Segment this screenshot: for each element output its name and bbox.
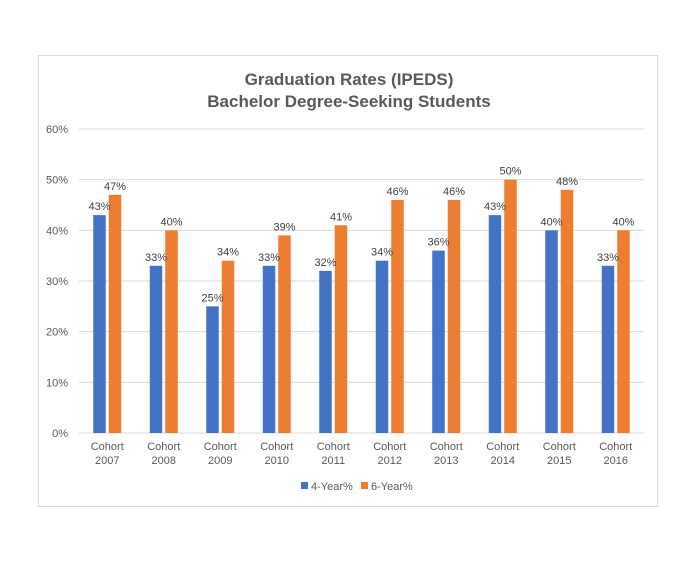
data-label: 41% bbox=[330, 211, 352, 223]
data-label: 33% bbox=[597, 252, 619, 264]
bar bbox=[206, 306, 219, 433]
x-tick-label-line: Cohort bbox=[91, 441, 124, 453]
data-label: 43% bbox=[88, 201, 110, 213]
bar-chart: Graduation Rates (IPEDS) Bachelor Degree… bbox=[46, 70, 644, 493]
legend-swatch bbox=[301, 482, 308, 489]
bar bbox=[601, 265, 615, 433]
bar bbox=[262, 265, 276, 433]
x-tick-label: Cohort 2007 bbox=[91, 441, 124, 467]
legend-label: 4-Year% bbox=[311, 481, 353, 493]
data-label: 46% bbox=[443, 186, 465, 198]
bar bbox=[278, 235, 291, 433]
data-label: 25% bbox=[201, 292, 223, 304]
bar bbox=[319, 270, 332, 433]
x-tick-label-line: 2015 bbox=[547, 455, 571, 467]
bar bbox=[93, 215, 106, 433]
data-label: 50% bbox=[499, 166, 521, 178]
x-tick-label-line: Cohort bbox=[204, 441, 237, 453]
bar bbox=[504, 179, 517, 433]
data-label: 32% bbox=[314, 257, 336, 269]
x-tick-label-line: 2009 bbox=[208, 455, 232, 467]
chart-subtitle: Bachelor Degree-Seeking Students bbox=[207, 92, 490, 111]
x-tick-label-line: Cohort bbox=[260, 441, 293, 453]
chart-title: Graduation Rates (IPEDS) bbox=[245, 70, 454, 89]
x-tick-label-line: 2008 bbox=[152, 455, 176, 467]
bar bbox=[545, 230, 558, 433]
x-tick-label-line: 2013 bbox=[434, 455, 458, 467]
x-tick-label: Cohort 2008 bbox=[147, 441, 180, 467]
y-tick-label: 50% bbox=[46, 175, 68, 187]
y-axis: 0% 10% 20% 30% 40% 50% 60% bbox=[46, 124, 68, 440]
data-label: 34% bbox=[371, 247, 393, 259]
legend: 4-Year% 6-Year% bbox=[301, 481, 413, 493]
x-tick-label: Cohort 2010 bbox=[260, 441, 293, 467]
y-tick-label: 60% bbox=[46, 124, 68, 136]
bar bbox=[375, 260, 389, 433]
x-tick-label: Cohort 2015 bbox=[543, 441, 576, 467]
legend-label: 6-Year% bbox=[371, 481, 413, 493]
x-tick-label-line: 2012 bbox=[378, 455, 402, 467]
bar bbox=[488, 215, 502, 433]
bar bbox=[108, 194, 122, 433]
x-tick-label: Cohort 2011 bbox=[317, 441, 350, 467]
data-label: 40% bbox=[540, 216, 562, 228]
data-label: 39% bbox=[273, 221, 295, 233]
x-tick-label: Cohort 2009 bbox=[204, 441, 237, 467]
data-label: 40% bbox=[160, 216, 182, 228]
bar bbox=[149, 265, 163, 433]
y-tick-label: 40% bbox=[46, 225, 68, 237]
bar bbox=[560, 189, 574, 433]
x-tick-label-line: 2007 bbox=[95, 455, 119, 467]
x-tick-label: Cohort 2013 bbox=[430, 441, 463, 467]
y-tick-label: 20% bbox=[46, 327, 68, 339]
x-tick-label-line: 2014 bbox=[491, 455, 515, 467]
data-label: 47% bbox=[104, 181, 126, 193]
x-tick-label-line: Cohort bbox=[430, 441, 463, 453]
bar bbox=[432, 250, 445, 433]
bar bbox=[447, 199, 461, 433]
x-tick-label-line: Cohort bbox=[486, 441, 519, 453]
x-tick-label-line: Cohort bbox=[147, 441, 180, 453]
data-label: 33% bbox=[258, 252, 280, 264]
legend-swatch bbox=[361, 482, 368, 489]
data-label: 43% bbox=[484, 201, 506, 213]
x-tick-label: Cohort 2014 bbox=[486, 441, 519, 467]
data-labels: 43% 47% 33% 40% 25% 34% 33% 39% 32% 41% 34% 46% 36% 4… bbox=[88, 166, 634, 305]
gridlines bbox=[79, 128, 644, 434]
data-label: 36% bbox=[427, 237, 449, 249]
y-tick-label: 30% bbox=[46, 276, 68, 288]
bar bbox=[334, 225, 348, 433]
x-tick-label-line: Cohort bbox=[543, 441, 576, 453]
data-label: 34% bbox=[217, 247, 239, 259]
data-label: 33% bbox=[145, 252, 167, 264]
bar bbox=[391, 199, 404, 433]
y-tick-label: 10% bbox=[46, 377, 68, 389]
x-tick-label: Cohort 2016 bbox=[599, 441, 632, 467]
data-label: 48% bbox=[556, 176, 578, 188]
x-tick-label-line: 2010 bbox=[265, 455, 289, 467]
x-tick-label-line: 2011 bbox=[321, 455, 345, 467]
x-tick-label-line: Cohort bbox=[317, 441, 350, 453]
x-tick-label-line: Cohort bbox=[373, 441, 406, 453]
x-tick-label-line: 2016 bbox=[604, 455, 628, 467]
data-label: 46% bbox=[386, 186, 408, 198]
bar bbox=[221, 260, 235, 433]
bar bbox=[165, 230, 178, 433]
x-tick-label: Cohort 2012 bbox=[373, 441, 406, 467]
data-label: 40% bbox=[612, 216, 634, 228]
bar bbox=[617, 230, 630, 433]
bars bbox=[93, 179, 630, 433]
y-tick-label: 0% bbox=[52, 428, 68, 440]
x-axis: Cohort 2007 Cohort 2008 Cohort 2009 Cohort 2010… bbox=[91, 441, 633, 467]
chart-container: Graduation Rates (IPEDS) Bachelor Degree… bbox=[38, 55, 658, 507]
x-tick-label-line: Cohort bbox=[599, 441, 632, 453]
